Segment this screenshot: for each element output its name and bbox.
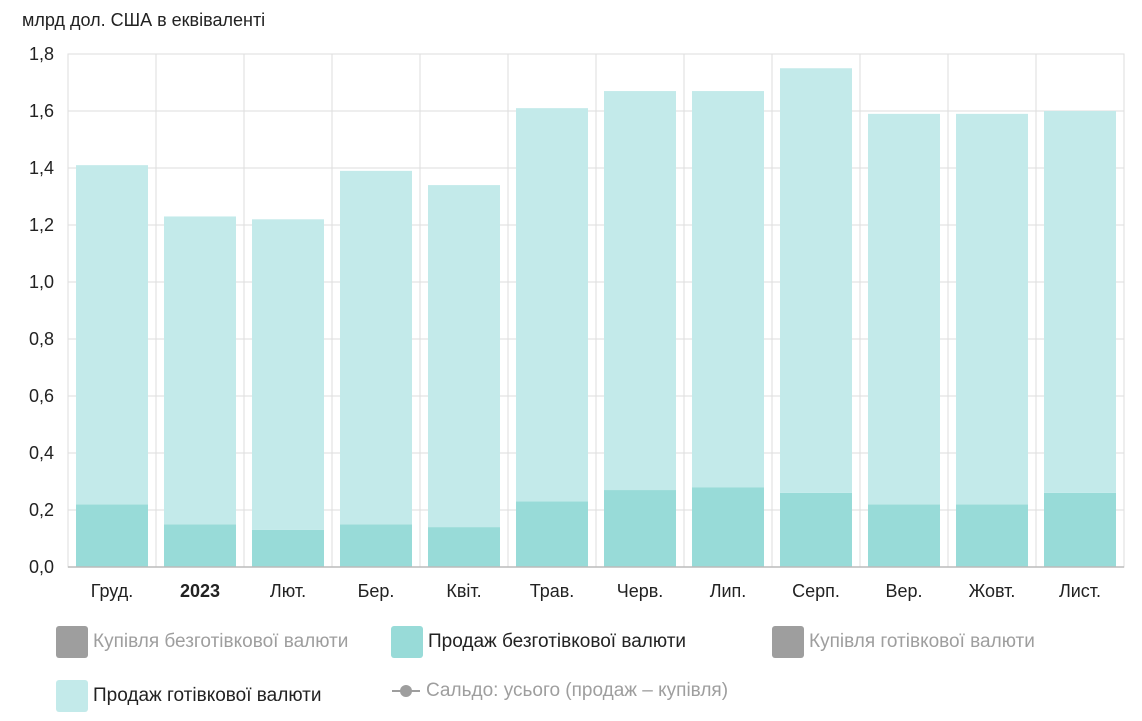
legend-label-noncash-sale: Продаж безготівкової валюти xyxy=(428,631,687,652)
bar-noncash-sale[interactable] xyxy=(1044,492,1116,567)
bar-noncash-sale[interactable] xyxy=(428,527,500,567)
grid-layer xyxy=(67,53,1125,568)
x-tick-label: 2023 xyxy=(180,581,220,601)
bar-cash-sale[interactable] xyxy=(604,91,676,491)
y-tick-label: 0,2 xyxy=(29,500,54,520)
bar-noncash-sale[interactable] xyxy=(868,504,940,567)
y-tick-label: 1,4 xyxy=(29,158,54,178)
y-tick-label: 0,0 xyxy=(29,557,54,577)
y-tick-label: 0,6 xyxy=(29,386,54,406)
x-tick-label: Квіт. xyxy=(446,581,481,601)
legend-item-noncash-purchase[interactable]: Купівля безготівкової валюти xyxy=(56,626,348,658)
legend-swatch-noncash-sale xyxy=(391,626,423,658)
bar-cash-sale[interactable] xyxy=(164,216,236,525)
y-tick-label: 1,6 xyxy=(29,101,54,121)
bar-cash-sale[interactable] xyxy=(780,68,852,493)
bar-cash-sale[interactable] xyxy=(428,185,500,528)
x-tick-label: Лют. xyxy=(270,581,306,601)
legend-label-noncash-purchase: Купівля безготівкової валюти xyxy=(93,631,349,652)
bar-noncash-sale[interactable] xyxy=(340,524,412,567)
bar-noncash-sale[interactable] xyxy=(956,504,1028,567)
legend-swatch-cash-sale xyxy=(56,680,88,712)
bar-noncash-sale[interactable] xyxy=(252,529,324,567)
bar-cash-sale[interactable] xyxy=(692,91,764,488)
legend-item-cash-sale[interactable]: Продаж готівкової валюти xyxy=(56,680,321,712)
bar-noncash-sale[interactable] xyxy=(692,487,764,567)
x-tick-label: Черв. xyxy=(617,581,664,601)
legend-label-balance: Сальдо: усього (продаж – купівля) xyxy=(426,680,729,701)
legend-swatch-noncash-purchase xyxy=(56,626,88,658)
legend-item-balance[interactable]: Сальдо: усього (продаж – купівля) xyxy=(390,680,728,702)
x-tick-label: Груд. xyxy=(91,581,133,601)
x-tick-label: Бер. xyxy=(358,581,395,601)
bar-noncash-sale[interactable] xyxy=(76,504,148,567)
bar-cash-sale[interactable] xyxy=(252,219,324,530)
y-tick-label: 0,4 xyxy=(29,443,54,463)
legend-swatch-cash-purchase xyxy=(772,626,804,658)
y-tick-label: 1,8 xyxy=(29,44,54,64)
bar-noncash-sale[interactable] xyxy=(516,501,588,567)
bar-noncash-sale[interactable] xyxy=(164,524,236,567)
bar-cash-sale[interactable] xyxy=(516,108,588,502)
y-tick-label: 1,0 xyxy=(29,272,54,292)
x-tick-label: Лип. xyxy=(710,581,747,601)
legend-line-marker-icon xyxy=(390,681,422,701)
x-tick-label: Жовт. xyxy=(969,581,1016,601)
legend: Купівля безготівкової валюти Продаж безг… xyxy=(56,622,1116,718)
x-tick-label: Лист. xyxy=(1059,581,1101,601)
y-tick-label: 0,8 xyxy=(29,329,54,349)
x-tick-label: Вер. xyxy=(885,581,922,601)
y-tick-label: 1,2 xyxy=(29,215,54,235)
bar-noncash-sale[interactable] xyxy=(780,492,852,567)
bar-chart: 0,0 0,2 0,4 0,6 0,8 1,0 1,2 1,4 1,6 1,8 Груд. 2023 Л… xyxy=(29,44,1125,601)
legend-item-noncash-sale[interactable]: Продаж безготівкової валюти xyxy=(391,626,686,658)
axis-layer: 0,0 0,2 0,4 0,6 0,8 1,0 1,2 1,4 1,6 1,8 Груд. 2023 Л… xyxy=(29,44,1124,601)
bar-cash-sale[interactable] xyxy=(956,113,1028,505)
bar-cash-sale[interactable] xyxy=(1044,111,1116,493)
legend-item-cash-purchase[interactable]: Купівля готівкової валюти xyxy=(772,626,1035,658)
legend-label-cash-sale: Продаж готівкової валюти xyxy=(93,685,322,706)
x-tick-label: Трав. xyxy=(530,581,575,601)
bars-layer xyxy=(76,68,1116,567)
bar-cash-sale[interactable] xyxy=(76,165,148,505)
legend-label-cash-purchase: Купівля готівкової валюти xyxy=(809,631,1035,652)
y-axis-label: млрд дол. США в еквіваленті xyxy=(22,10,266,30)
bar-noncash-sale[interactable] xyxy=(604,490,676,567)
bar-cash-sale[interactable] xyxy=(868,113,940,505)
bar-cash-sale[interactable] xyxy=(340,170,412,525)
x-tick-label: Серп. xyxy=(792,581,840,601)
